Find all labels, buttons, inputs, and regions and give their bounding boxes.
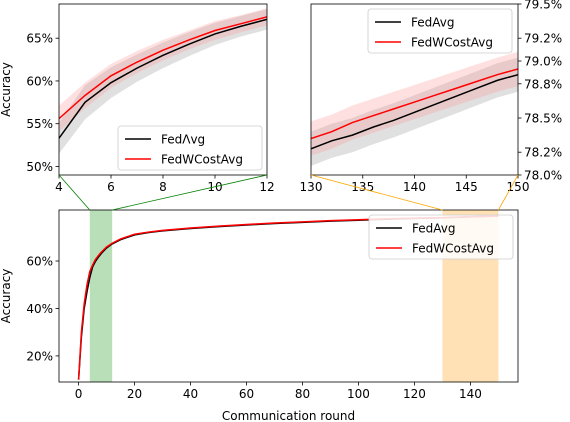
x-tick-label: 12 bbox=[259, 180, 274, 194]
x-tick-label: 0 bbox=[75, 387, 83, 401]
plot-area bbox=[59, 8, 267, 154]
x-tick-label: 8 bbox=[159, 180, 167, 194]
confidence-band bbox=[311, 51, 518, 156]
panel-full: 0 20 40 60 80 100 120 140 20% 40% 60% Accuracy Commu… bbox=[0, 209, 519, 422]
y-axis-label: Accuracy bbox=[0, 269, 13, 324]
x-tick-label: 145 bbox=[455, 180, 478, 194]
connector-line bbox=[498, 174, 519, 211]
x-tick-label: 80 bbox=[295, 387, 310, 401]
y-tick-label: 78.5% bbox=[524, 112, 562, 126]
legend-box bbox=[368, 214, 514, 260]
legend: FedAvg FedWCostAvg bbox=[367, 8, 513, 54]
connector-line bbox=[58, 174, 91, 211]
y-tick-label: 60% bbox=[26, 74, 53, 88]
plot-area bbox=[311, 51, 518, 166]
y-tick-label: 50% bbox=[26, 160, 53, 174]
series-line bbox=[59, 16, 267, 120]
y-tick-label: 78.0% bbox=[524, 169, 562, 183]
y-tick-label: 60% bbox=[26, 255, 53, 269]
x-tick-label: 140 bbox=[403, 180, 426, 194]
y-tick-label: 78.8% bbox=[524, 77, 562, 91]
connector-line bbox=[112, 174, 268, 211]
axes-frame bbox=[58, 209, 519, 383]
connector-line bbox=[310, 174, 443, 211]
legend: FedAvg FedWCostAvg bbox=[368, 214, 514, 260]
x-axis-label: Communication round bbox=[222, 409, 355, 422]
y-tick-label: 40% bbox=[26, 302, 53, 316]
panel-zoom-late: 130 135 140 145 15078.0%78.2%78.5%78.8%79.0%… bbox=[300, 0, 563, 194]
x-tick-label: 130 bbox=[300, 180, 323, 194]
y-axis-label: Accuracy bbox=[0, 62, 13, 117]
confidence-band bbox=[59, 9, 267, 154]
x-tick-label: 4 bbox=[55, 180, 63, 194]
y-tick-label: 55% bbox=[26, 117, 53, 131]
zoom-connectors bbox=[58, 174, 519, 211]
legend-box bbox=[367, 8, 513, 54]
series-line bbox=[311, 68, 518, 140]
series-line bbox=[311, 73, 518, 150]
confidence-band bbox=[59, 8, 267, 132]
legend-label: FedWCostAvg bbox=[412, 242, 494, 256]
x-tick-label: 140 bbox=[459, 387, 482, 401]
legend-label: FedAvg bbox=[411, 16, 454, 30]
y-tick-label: 65% bbox=[26, 32, 53, 46]
series-line bbox=[59, 18, 267, 139]
highlight-range bbox=[89, 210, 113, 382]
legend-label: FedWCostAvg bbox=[411, 36, 493, 50]
legend: FedΛvg FedWCostAvg bbox=[117, 125, 263, 171]
legend-label: FedΛvg bbox=[161, 133, 205, 147]
x-tick-label: 40 bbox=[183, 387, 198, 401]
x-tick-label: 6 bbox=[107, 180, 115, 194]
x-tick-label: 20 bbox=[127, 387, 142, 401]
y-tick-label: 79.0% bbox=[524, 55, 562, 69]
legend-box bbox=[117, 125, 263, 171]
y-tick-label: 79.5% bbox=[524, 0, 562, 12]
x-tick-label: 120 bbox=[403, 387, 426, 401]
panel-zoom-early: 468101250%55%60%65%AccuracyFedΛvgFedWCos… bbox=[0, 3, 275, 194]
y-tick-label: 78.2% bbox=[524, 146, 562, 160]
x-tick-label: 60 bbox=[239, 387, 254, 401]
legend-label: FedAvg bbox=[412, 222, 455, 236]
y-tick-label: 79.2% bbox=[524, 32, 562, 46]
x-tick-label: 150 bbox=[507, 180, 530, 194]
x-tick-label: 100 bbox=[347, 387, 370, 401]
y-tick-label: 20% bbox=[26, 349, 53, 363]
legend-label: FedWCostAvg bbox=[161, 153, 243, 167]
